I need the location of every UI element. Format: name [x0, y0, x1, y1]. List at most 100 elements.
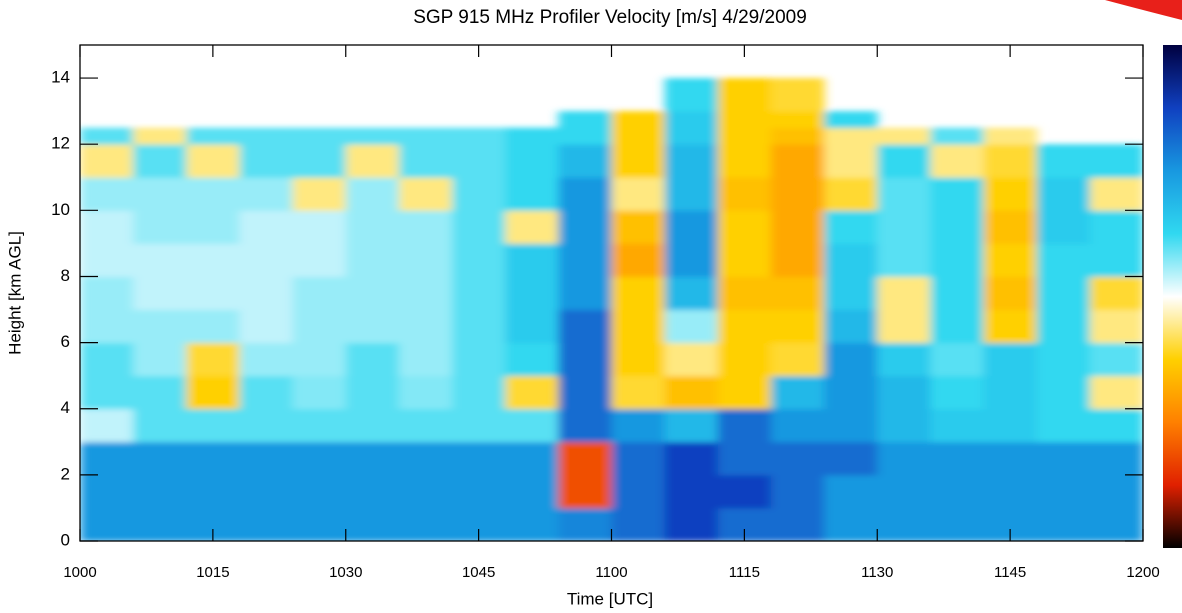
heatmap-cell	[983, 177, 1038, 211]
heatmap-cell	[1089, 144, 1143, 178]
heatmap-cell	[239, 474, 294, 509]
heatmap-cells	[80, 78, 1143, 541]
heatmap-cell	[664, 342, 719, 377]
heatmap-cell	[983, 276, 1038, 311]
heatmap-cell	[505, 276, 559, 311]
heatmap-cell	[877, 507, 931, 541]
heatmap-cell	[80, 276, 134, 311]
heatmap-cell	[505, 441, 559, 476]
heatmap-cell	[664, 441, 719, 476]
heatmap-cell	[824, 507, 878, 541]
heatmap-cell	[133, 276, 187, 311]
heatmap-cell	[452, 309, 506, 344]
heatmap-cell	[345, 210, 400, 244]
heatmap-cell	[717, 177, 772, 211]
heatmap-cell	[505, 243, 559, 277]
heatmap-cell	[770, 276, 825, 311]
heatmap-cell	[398, 375, 453, 410]
heatmap-cell	[452, 243, 506, 277]
heatmap-cell	[930, 342, 985, 377]
heatmap-cell	[133, 474, 187, 509]
heatmap-cell	[239, 210, 294, 244]
heatmap-cell	[558, 375, 612, 410]
heatmap-cell	[186, 144, 240, 178]
heatmap-cell	[717, 144, 772, 178]
heatmap-cell	[292, 408, 347, 443]
heatmap-cell	[239, 127, 294, 145]
heatmap-cell	[611, 441, 666, 476]
heatmap-cell	[398, 144, 453, 178]
x-tick-label: 1145	[994, 564, 1026, 581]
heatmap-cell	[345, 144, 400, 178]
heatmap-cell	[983, 127, 1038, 145]
heatmap-cell	[983, 375, 1038, 410]
heatmap-cell	[452, 375, 506, 410]
heatmap-cell	[345, 342, 400, 377]
heatmap-cell	[558, 408, 612, 443]
heatmap-cell	[611, 111, 666, 129]
heatmap-cell	[505, 342, 559, 377]
heatmap-cell	[877, 127, 931, 145]
y-tick-label: 2	[61, 464, 70, 483]
heatmap-cell	[133, 375, 187, 410]
heatmap-cell	[611, 408, 666, 443]
heatmap-cell	[1089, 507, 1143, 541]
heatmap-cell	[345, 276, 400, 311]
heatmap-cell	[1089, 408, 1143, 443]
heatmap-cell	[1089, 243, 1143, 277]
heatmap-cell	[930, 210, 985, 244]
heatmap-cell	[611, 276, 666, 311]
heatmap-cell	[770, 375, 825, 410]
heatmap-cell	[186, 127, 240, 145]
heatmap-cell	[505, 375, 559, 410]
heatmap-cell	[824, 144, 878, 178]
heatmap-cell	[345, 507, 400, 541]
heatmap-cell	[770, 507, 825, 541]
heatmap-cell	[611, 375, 666, 410]
x-tick-label: 1130	[861, 564, 893, 581]
heatmap-cell	[398, 507, 453, 541]
heatmap-cell	[770, 342, 825, 377]
heatmap-cell	[292, 441, 347, 476]
heatmap-cell	[558, 474, 612, 509]
heatmap-cell	[664, 474, 719, 509]
heatmap-cell	[292, 375, 347, 410]
heatmap-cell	[611, 210, 666, 244]
heatmap-cell	[770, 177, 825, 211]
x-tick-label: 1045	[462, 564, 495, 581]
heatmap-cell	[1036, 210, 1091, 244]
heatmap-cell	[1036, 375, 1091, 410]
heatmap-cell	[824, 111, 878, 129]
heatmap-cell	[664, 276, 719, 311]
heatmap-cell	[1036, 309, 1091, 344]
heatmap-cell	[611, 474, 666, 509]
heatmap-cell	[1089, 441, 1143, 476]
heatmap-cell	[292, 276, 347, 311]
heatmap-cell	[239, 309, 294, 344]
heatmap-cell	[877, 243, 931, 277]
heatmap-cell	[983, 441, 1038, 476]
heatmap-cell	[930, 375, 985, 410]
x-axis-label: Time [UTC]	[567, 589, 653, 608]
heatmap-cell	[930, 127, 985, 145]
heatmap	[80, 78, 1143, 541]
heatmap-cell	[770, 144, 825, 178]
heatmap-cell	[398, 243, 453, 277]
x-tick-label: 1000	[63, 564, 96, 581]
y-tick-label: 0	[61, 530, 70, 549]
heatmap-cell	[664, 243, 719, 277]
heatmap-cell	[877, 309, 931, 344]
heatmap-cell	[717, 78, 772, 112]
heatmap-cell	[80, 210, 134, 244]
heatmap-cell	[345, 127, 400, 145]
heatmap-cell	[452, 408, 506, 443]
heatmap-cell	[930, 243, 985, 277]
heatmap-cell	[824, 342, 878, 377]
heatmap-cell	[877, 474, 931, 509]
heatmap-cell	[611, 342, 666, 377]
heatmap-cell	[664, 408, 719, 443]
heatmap-cell	[398, 342, 453, 377]
heatmap-cell	[1089, 474, 1143, 509]
heatmap-cell	[877, 177, 931, 211]
heatmap-cell	[1036, 144, 1091, 178]
